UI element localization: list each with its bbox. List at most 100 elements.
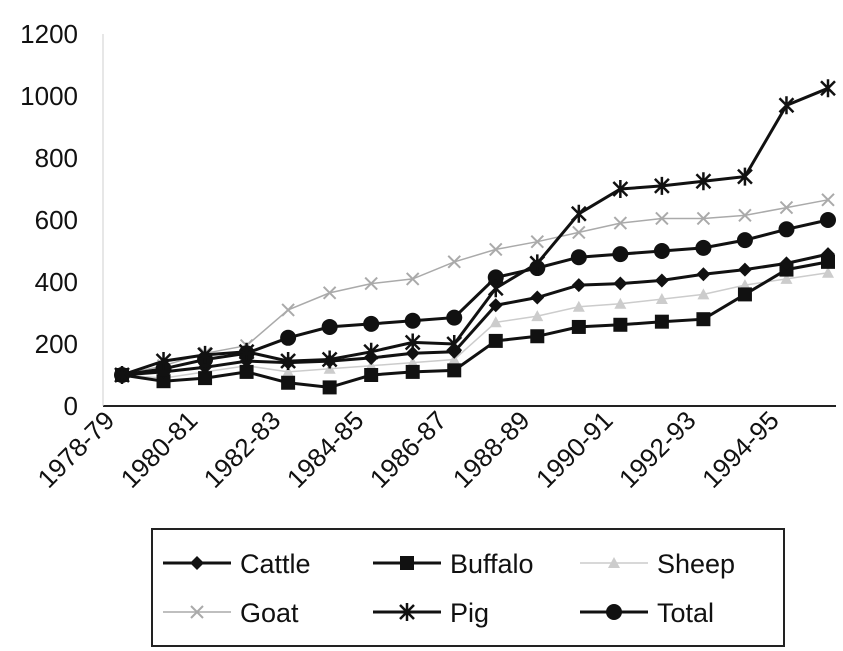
point-pig <box>446 335 463 353</box>
point-buffalo <box>571 319 586 334</box>
point-pig <box>280 352 297 371</box>
point-buffalo <box>654 314 669 329</box>
legend-marker-buffalo <box>400 556 414 570</box>
point-buffalo <box>322 380 337 395</box>
point-sheep <box>655 293 668 305</box>
point-sheep <box>572 300 585 312</box>
point-pig <box>695 172 712 191</box>
y-tick-label: 1000 <box>20 81 78 111</box>
point-goat <box>530 234 545 249</box>
point-sheep <box>531 310 544 322</box>
x-tick-label: 1992-93 <box>613 405 702 494</box>
legend-marker-total <box>606 604 622 620</box>
legend-item-cattle: Cattle <box>163 549 311 579</box>
point-goat <box>655 211 669 226</box>
point-goat <box>322 286 337 300</box>
legend-label-goat: Goat <box>240 598 299 628</box>
point-sheep <box>697 288 710 300</box>
point-pig <box>820 79 836 98</box>
point-sheep <box>448 353 461 365</box>
point-pig <box>487 279 504 298</box>
point-total <box>653 243 670 259</box>
point-buffalo <box>821 254 835 269</box>
point-buffalo <box>239 364 254 379</box>
point-buffalo <box>737 287 752 302</box>
legend-marker-pig <box>399 603 415 621</box>
legend-label-total: Total <box>657 598 714 628</box>
x-tick-label: 1980-81 <box>115 405 204 494</box>
legend-marker-sheep <box>608 557 620 568</box>
point-goat <box>364 276 378 291</box>
point-total <box>363 315 380 332</box>
point-cattle <box>571 278 586 293</box>
point-pig <box>529 254 546 273</box>
legend-box <box>151 528 785 647</box>
point-pig <box>737 167 753 186</box>
point-pig <box>155 352 172 371</box>
y-tick-label: 400 <box>35 267 78 297</box>
series-buffalo <box>115 254 835 395</box>
legend-marker-cattle <box>190 556 204 570</box>
point-cattle <box>696 267 711 282</box>
point-buffalo <box>281 375 296 390</box>
series-total <box>114 212 836 383</box>
point-cattle <box>405 346 420 361</box>
series-line-sheep <box>121 271 829 379</box>
legend-label-buffalo: Buffalo <box>450 549 534 579</box>
x-tick-label: 1982-83 <box>198 405 287 494</box>
series-line-cattle <box>121 252 829 377</box>
point-sheep <box>406 356 419 368</box>
x-tick-label: 1986-87 <box>364 405 453 494</box>
y-axis-tick-labels: 0 200 400 600 800 1000 1200 <box>20 19 78 421</box>
y-tick-label: 800 <box>35 143 78 173</box>
point-buffalo <box>613 317 628 332</box>
point-total <box>321 318 338 335</box>
series-line-pig <box>121 86 829 377</box>
legend-label-cattle: Cattle <box>240 549 311 579</box>
point-pig <box>363 342 380 361</box>
point-goat <box>447 255 461 269</box>
point-buffalo <box>488 333 503 348</box>
point-pig <box>321 350 338 369</box>
point-buffalo <box>696 312 711 327</box>
y-tick-label: 200 <box>35 329 78 359</box>
point-pig <box>778 96 795 115</box>
point-sheep <box>282 365 295 377</box>
point-buffalo <box>530 329 545 344</box>
point-goat <box>281 303 295 317</box>
point-cattle <box>530 290 545 305</box>
point-sheep <box>738 279 751 291</box>
point-cattle <box>737 262 752 277</box>
point-goat <box>405 272 420 286</box>
point-buffalo <box>198 371 213 386</box>
x-tick-label: 1988-89 <box>447 405 536 494</box>
y-tick-label: 600 <box>35 205 78 235</box>
point-total <box>570 249 587 266</box>
point-cattle <box>779 256 794 271</box>
y-tick-label: 0 <box>64 391 78 421</box>
point-goat <box>613 216 628 230</box>
legend-item-goat: Goat <box>163 598 299 628</box>
point-pig <box>197 345 213 364</box>
point-total <box>820 212 836 228</box>
point-total <box>404 312 421 329</box>
point-cattle <box>488 298 503 313</box>
point-goat <box>489 242 503 257</box>
point-total <box>778 221 795 238</box>
point-goat <box>696 211 711 226</box>
axes <box>102 34 836 407</box>
point-cattle <box>613 276 628 291</box>
series-pig <box>114 79 836 384</box>
point-pig <box>570 204 587 223</box>
x-tick-label: 1984-85 <box>281 405 370 494</box>
legend-label-sheep: Sheep <box>657 549 735 579</box>
point-total <box>446 309 463 326</box>
x-tick-label: 1994-95 <box>696 405 785 494</box>
point-buffalo <box>447 363 462 378</box>
point-goat <box>821 193 835 207</box>
point-sheep <box>489 316 502 328</box>
point-total <box>736 232 753 249</box>
point-total <box>695 239 712 256</box>
y-tick-label: 1200 <box>20 19 78 49</box>
